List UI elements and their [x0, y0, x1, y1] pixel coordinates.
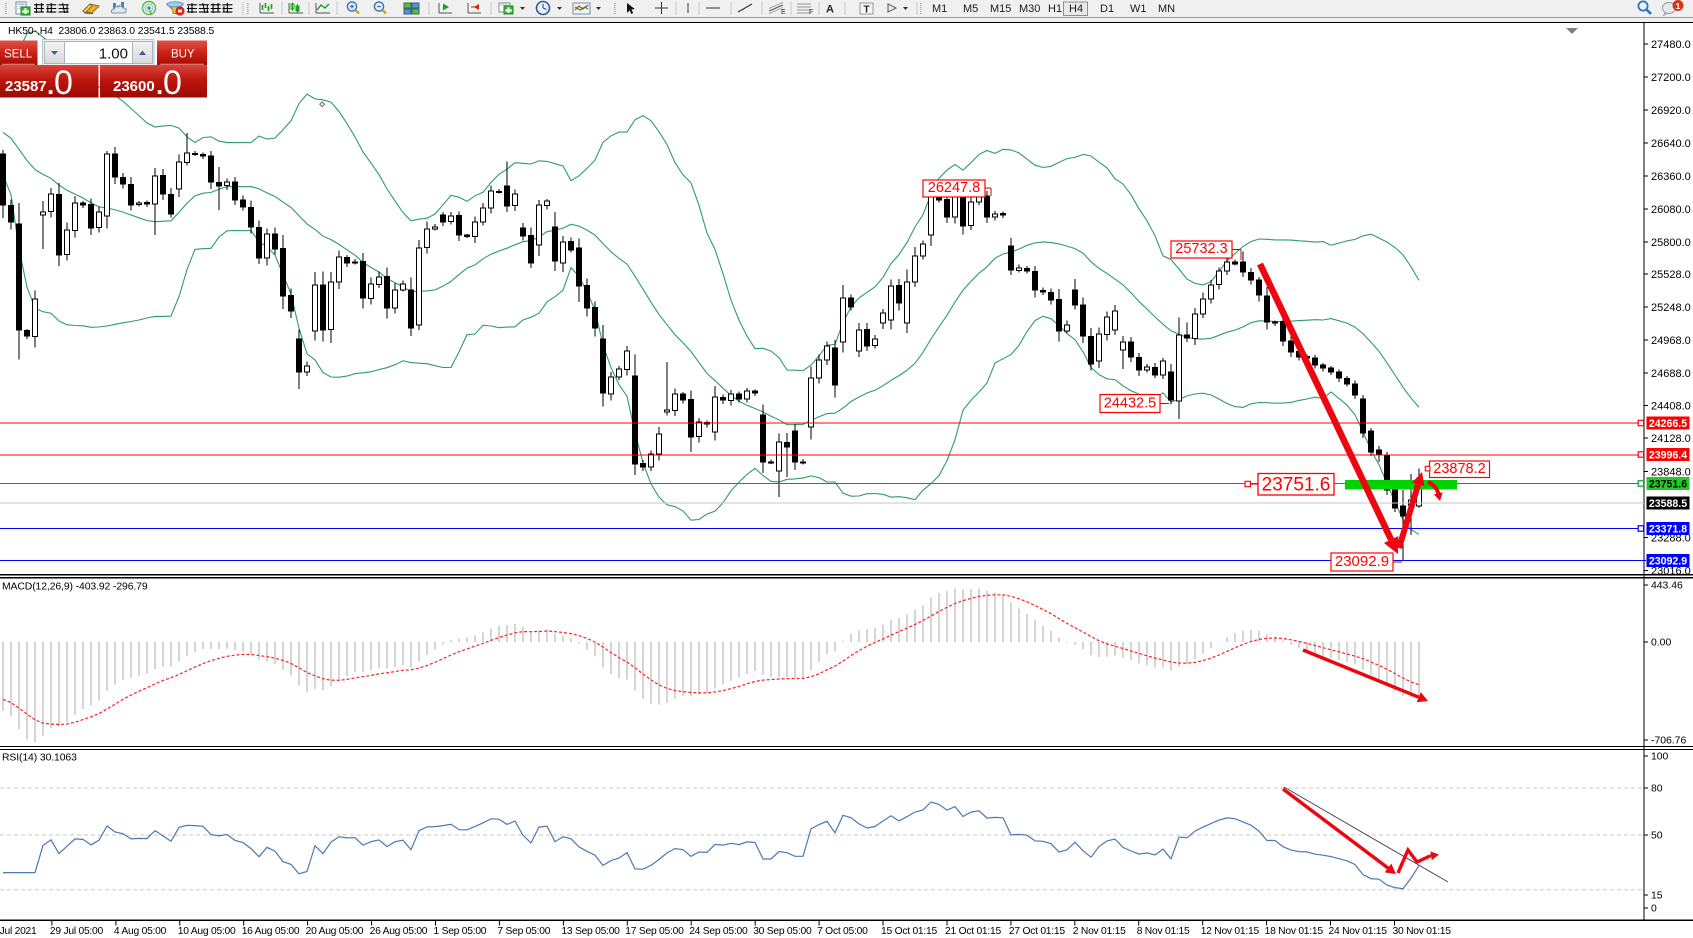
svg-text:F: F [809, 9, 813, 16]
svg-text:0: 0 [163, 64, 182, 102]
svg-text:21 Oct 01:15: 21 Oct 01:15 [945, 926, 1001, 937]
svg-text:27 Oct 01:15: 27 Oct 01:15 [1009, 926, 1065, 937]
svg-text:24128.0: 24128.0 [1651, 433, 1691, 445]
svg-text:0: 0 [1651, 904, 1657, 915]
svg-text:23600: 23600 [113, 78, 155, 95]
svg-text:23016.0: 23016.0 [1651, 566, 1691, 578]
svg-text:23092.9: 23092.9 [1649, 555, 1687, 567]
svg-text:26080.0: 26080.0 [1651, 204, 1691, 216]
svg-text:30 Sep 05:00: 30 Sep 05:00 [753, 926, 812, 937]
svg-text:23288.0: 23288.0 [1651, 533, 1691, 545]
svg-text:HK50-,H4 23806.0 23863.0 2354: HK50-,H4 23806.0 23863.0 23541.5 23588.5 [8, 26, 215, 37]
svg-text:-706.76: -706.76 [1651, 736, 1686, 747]
svg-text:26360.0: 26360.0 [1651, 171, 1691, 183]
svg-text:50: 50 [1651, 831, 1663, 842]
svg-text:17 Sep 05:00: 17 Sep 05:00 [625, 926, 684, 937]
svg-text:7 Sep 05:00: 7 Sep 05:00 [497, 926, 550, 937]
svg-text:H4: H4 [1069, 3, 1083, 15]
svg-text:24 Nov 01:15: 24 Nov 01:15 [1329, 926, 1388, 937]
svg-text:0.00: 0.00 [1651, 638, 1671, 649]
svg-text:1: 1 [1676, 1, 1681, 11]
svg-text:8 Nov 01:15: 8 Nov 01:15 [1137, 926, 1190, 937]
svg-text:27200.0: 27200.0 [1651, 72, 1691, 84]
svg-text:13 Sep 05:00: 13 Sep 05:00 [561, 926, 620, 937]
svg-text:10 Aug 05:00: 10 Aug 05:00 [178, 926, 236, 937]
svg-text:M1: M1 [932, 3, 947, 15]
svg-text:A: A [826, 4, 834, 16]
svg-text:D1: D1 [1100, 3, 1114, 15]
svg-text:29 Jul 05:00: 29 Jul 05:00 [50, 926, 104, 937]
svg-text:23996.4: 23996.4 [1649, 449, 1687, 461]
svg-text:26 Aug 05:00: 26 Aug 05:00 [370, 926, 428, 937]
svg-text:RSI(14) 30.1063: RSI(14) 30.1063 [2, 753, 77, 764]
svg-text:.: . [47, 70, 54, 100]
svg-text:H1: H1 [1048, 3, 1062, 15]
svg-text:W1: W1 [1130, 3, 1147, 15]
svg-text:24 Sep 05:00: 24 Sep 05:00 [689, 926, 748, 937]
svg-text:0: 0 [54, 64, 73, 102]
svg-text:26920.0: 26920.0 [1651, 105, 1691, 117]
svg-text:24968.0: 24968.0 [1651, 335, 1691, 347]
svg-text:23751.6: 23751.6 [1649, 478, 1687, 490]
svg-text:23588.5: 23588.5 [1649, 498, 1687, 510]
svg-text:25732.3: 25732.3 [1175, 241, 1227, 257]
svg-text:16 Aug 05:00: 16 Aug 05:00 [242, 926, 300, 937]
svg-text:15: 15 [1651, 891, 1663, 902]
svg-text:24688.0: 24688.0 [1651, 368, 1691, 380]
svg-text:26247.8: 26247.8 [928, 180, 980, 196]
svg-text:26640.0: 26640.0 [1651, 138, 1691, 150]
svg-text:23587: 23587 [5, 78, 47, 95]
svg-text:MN: MN [1158, 3, 1175, 15]
svg-text:27480.0: 27480.0 [1651, 39, 1691, 51]
svg-text:T: T [863, 5, 869, 16]
svg-text:4 Aug 05:00: 4 Aug 05:00 [114, 926, 167, 937]
svg-text:M5: M5 [963, 3, 978, 15]
svg-text:MACD(12,26,9) -403.92 -296.79: MACD(12,26,9) -403.92 -296.79 [2, 582, 148, 593]
svg-text:443.46: 443.46 [1651, 581, 1683, 592]
svg-text:24266.5: 24266.5 [1649, 418, 1687, 430]
svg-text:20 Aug 05:00: 20 Aug 05:00 [306, 926, 364, 937]
svg-text:1 Sep 05:00: 1 Sep 05:00 [434, 926, 487, 937]
svg-text:23751.6: 23751.6 [1262, 475, 1331, 496]
svg-text:23092.9: 23092.9 [1335, 553, 1389, 570]
svg-text:80: 80 [1651, 784, 1663, 795]
svg-text:1.00: 1.00 [99, 46, 128, 63]
svg-text:M30: M30 [1019, 3, 1040, 15]
svg-text:23371.8: 23371.8 [1649, 523, 1687, 535]
svg-text:M15: M15 [990, 3, 1011, 15]
svg-text:12 Nov 01:15: 12 Nov 01:15 [1201, 926, 1260, 937]
svg-text:26 Jul 2021: 26 Jul 2021 [0, 926, 37, 937]
svg-text:.: . [156, 70, 163, 100]
svg-text:100: 100 [1651, 752, 1669, 763]
svg-text:25248.0: 25248.0 [1651, 302, 1691, 314]
svg-text:30 Nov 01:15: 30 Nov 01:15 [1393, 926, 1452, 937]
svg-text:24432.5: 24432.5 [1104, 396, 1156, 412]
svg-text:2 Nov 01:15: 2 Nov 01:15 [1073, 926, 1126, 937]
svg-text:18 Nov 01:15: 18 Nov 01:15 [1265, 926, 1324, 937]
svg-text:15 Oct 01:15: 15 Oct 01:15 [881, 926, 937, 937]
svg-text:24408.0: 24408.0 [1651, 401, 1691, 413]
svg-text:25528.0: 25528.0 [1651, 269, 1691, 281]
svg-text:7 Oct 05:00: 7 Oct 05:00 [817, 926, 868, 937]
svg-text:E: E [781, 9, 786, 16]
svg-text:BUY: BUY [171, 49, 195, 61]
svg-text:23878.2: 23878.2 [1433, 461, 1485, 477]
svg-text:25800.0: 25800.0 [1651, 237, 1691, 249]
svg-text:23848.0: 23848.0 [1651, 467, 1691, 479]
svg-text:SELL: SELL [4, 49, 33, 61]
